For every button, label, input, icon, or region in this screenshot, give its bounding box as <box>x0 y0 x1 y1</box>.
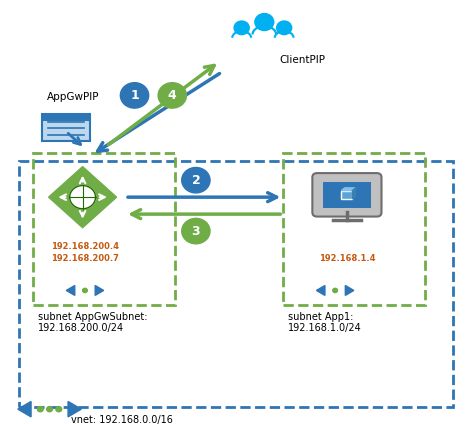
Circle shape <box>47 407 52 412</box>
Polygon shape <box>68 402 81 417</box>
Polygon shape <box>95 285 104 296</box>
FancyBboxPatch shape <box>341 191 353 199</box>
Polygon shape <box>346 285 354 296</box>
Text: vnet: 192.168.0.0/16: vnet: 192.168.0.0/16 <box>71 415 173 424</box>
Circle shape <box>333 288 337 293</box>
FancyBboxPatch shape <box>42 114 90 141</box>
Text: 192.168.1.4: 192.168.1.4 <box>319 254 375 263</box>
Circle shape <box>83 288 87 293</box>
Text: subnet AppGwSubnet:
192.168.200.0/24: subnet AppGwSubnet: 192.168.200.0/24 <box>38 312 147 333</box>
Circle shape <box>120 83 149 108</box>
Circle shape <box>56 407 62 412</box>
Text: 1: 1 <box>130 89 139 102</box>
Circle shape <box>182 218 210 244</box>
Polygon shape <box>49 167 117 228</box>
Text: 4: 4 <box>168 89 177 102</box>
FancyBboxPatch shape <box>312 173 381 217</box>
Circle shape <box>158 83 186 108</box>
Text: subnet App1:
192.168.1.0/24: subnet App1: 192.168.1.0/24 <box>288 312 362 333</box>
Polygon shape <box>18 402 31 417</box>
Polygon shape <box>66 285 75 296</box>
Polygon shape <box>316 285 325 296</box>
Circle shape <box>234 21 249 35</box>
Text: 3: 3 <box>192 225 200 237</box>
Circle shape <box>37 407 43 412</box>
FancyBboxPatch shape <box>42 114 90 121</box>
Circle shape <box>182 167 210 193</box>
Circle shape <box>255 14 274 31</box>
Polygon shape <box>341 188 355 191</box>
Circle shape <box>277 21 292 35</box>
Text: 192.168.200.4: 192.168.200.4 <box>51 242 119 251</box>
Text: 2: 2 <box>192 174 200 187</box>
Text: 192.168.200.7: 192.168.200.7 <box>51 254 119 263</box>
Circle shape <box>70 186 95 209</box>
Text: ClientPIP: ClientPIP <box>279 55 325 65</box>
Text: AppGwPIP: AppGwPIP <box>47 92 100 102</box>
FancyBboxPatch shape <box>323 182 371 208</box>
Polygon shape <box>353 188 355 199</box>
